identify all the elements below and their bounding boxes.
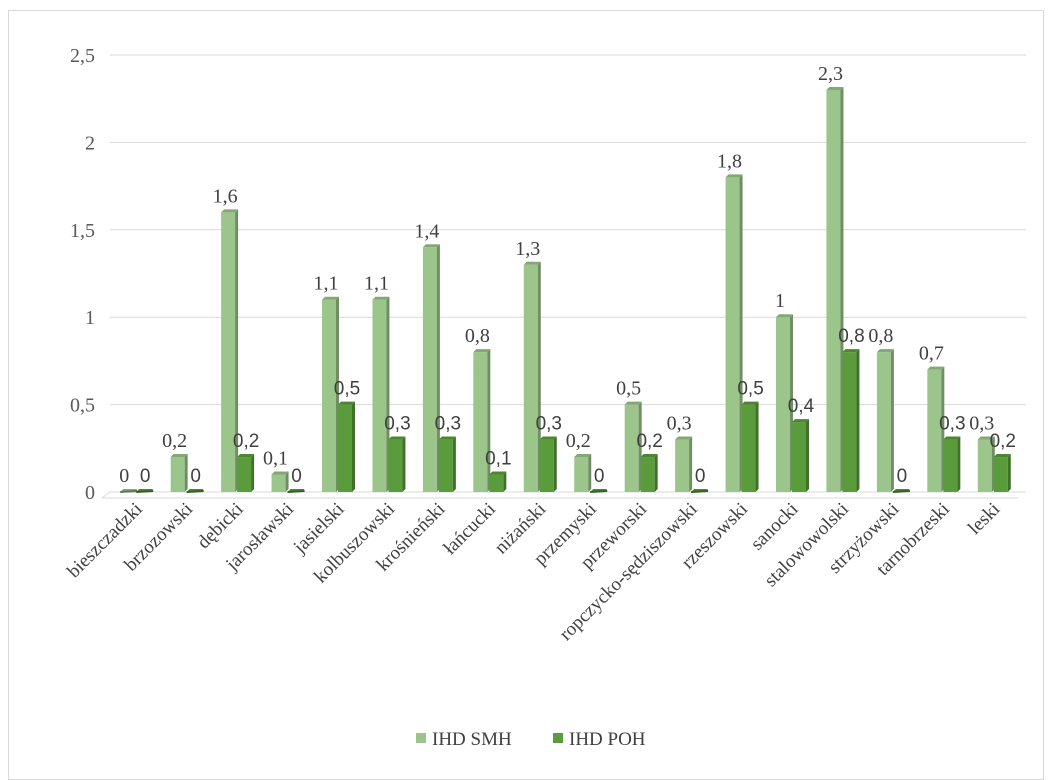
- bar-ihd-poh: [640, 454, 658, 492]
- data-label-ihd-poh: 0,3: [435, 414, 461, 435]
- data-label-ihd-poh: 0: [897, 466, 908, 487]
- data-label-ihd-smh: 1: [775, 290, 785, 312]
- data-label-ihd-poh: 0,8: [838, 326, 864, 347]
- legend-label: IHD POH: [569, 729, 646, 750]
- data-label-ihd-poh: 0,5: [737, 379, 763, 400]
- bar-ihd-poh: [539, 436, 557, 492]
- data-label-ihd-smh: 0,1: [263, 448, 288, 470]
- bar-ihd-poh: [792, 419, 809, 492]
- bar-ihd-poh: [993, 454, 1011, 492]
- data-label-ihd-poh: 0: [190, 466, 201, 487]
- data-label-ihd-poh: 0: [291, 466, 302, 487]
- data-label-ihd-smh: 0,2: [566, 430, 591, 452]
- y-tick-label: 0,5: [70, 395, 95, 417]
- floor-edge: [101, 491, 111, 499]
- bar-ihd-smh: [271, 471, 289, 492]
- legend: IHD SMH IHD POH: [416, 729, 646, 750]
- bar-ihd-poh: [842, 349, 860, 492]
- data-label-ihd-poh: 0,2: [636, 431, 662, 452]
- bar-ihd-smh: [422, 244, 440, 492]
- data-label-ihd-poh: 0: [594, 466, 605, 487]
- bar-ihd-smh: [473, 349, 491, 492]
- data-label-ihd-smh: 1,1: [364, 273, 389, 295]
- legend-item-ihd-poh: IHD POH: [553, 729, 646, 750]
- data-label-ihd-smh: 0,7: [919, 343, 944, 365]
- bar-ihd-smh: [523, 261, 541, 492]
- bar-ihd-poh: [892, 489, 910, 493]
- data-label-ihd-smh: 0,2: [162, 430, 187, 452]
- bar-ihd-poh: [943, 436, 961, 492]
- bar-ihd-smh: [120, 489, 138, 493]
- data-label-ihd-poh: 0,2: [233, 431, 259, 452]
- category-label: łańcucki: [440, 499, 500, 559]
- bar-ihd-poh: [489, 471, 507, 492]
- data-label-ihd-poh: 0,3: [939, 414, 965, 435]
- bar-ihd-poh: [590, 489, 608, 493]
- bar-ihd-poh: [237, 454, 255, 492]
- data-label-ihd-smh: 1,8: [717, 150, 742, 172]
- data-label-ihd-smh: 1,6: [213, 185, 238, 207]
- y-tick-label: 2,5: [70, 45, 95, 67]
- bar-ihd-smh: [675, 436, 693, 492]
- bar-ihd-poh: [186, 489, 204, 493]
- data-label-ihd-smh: 0,3: [969, 413, 994, 435]
- y-tick-label: 1,5: [70, 220, 95, 242]
- data-label-ihd-poh: 0,1: [485, 449, 511, 470]
- data-label-ihd-smh: 0: [119, 465, 129, 487]
- bar-ihd-smh: [876, 349, 894, 492]
- data-label-ihd-poh: 0,2: [990, 431, 1016, 452]
- bar-ihd-smh: [170, 454, 188, 492]
- data-label-ihd-poh: 0: [140, 466, 151, 487]
- y-tick-label: 0: [85, 482, 95, 504]
- legend-item-ihd-smh: IHD SMH: [416, 729, 512, 750]
- data-label-ihd-smh: 0,8: [868, 325, 893, 347]
- data-label-ihd-poh: 0,3: [384, 414, 410, 435]
- data-label-ihd-poh: 0,5: [334, 379, 360, 400]
- data-label-ihd-smh: 0,8: [465, 325, 490, 347]
- data-label-ihd-poh: 0: [695, 466, 706, 487]
- data-label-ihd-smh: 1,4: [414, 220, 439, 242]
- bar-ihd-poh: [338, 401, 355, 492]
- category-label: leski: [964, 499, 1004, 539]
- bar-ihd-smh: [372, 296, 390, 492]
- legend-swatch: [416, 733, 426, 743]
- bar-ihd-smh: [322, 296, 339, 492]
- data-label-ihd-smh: 1,3: [515, 238, 540, 260]
- bar-ihd-smh: [776, 314, 793, 492]
- data-label-ihd-smh: 0,3: [667, 413, 692, 435]
- bar-ihd-poh: [691, 489, 709, 493]
- bar-ihd-smh: [221, 209, 239, 492]
- data-label-ihd-poh: 0,3: [536, 414, 562, 435]
- bar-ihd-poh: [741, 401, 759, 492]
- legend-label: IHD SMH: [432, 729, 512, 750]
- bar-ihd-smh: [574, 454, 592, 492]
- bar-ihd-smh: [624, 401, 642, 492]
- bar-ihd-smh: [725, 174, 743, 493]
- bar-ihd-poh: [136, 489, 154, 493]
- bar-ihd-smh: [826, 86, 844, 493]
- y-tick-label: 1: [85, 307, 95, 329]
- gridlines: [110, 54, 1026, 493]
- bar-ihd-poh: [438, 436, 456, 492]
- data-label-ihd-smh: 1,1: [314, 273, 339, 295]
- data-label-ihd-poh: 0,4: [788, 396, 815, 417]
- legend-swatch: [553, 733, 563, 743]
- bar-ihd-poh: [388, 436, 406, 492]
- y-tick-label: 2: [85, 132, 95, 154]
- bar-ihd-poh: [287, 489, 305, 493]
- data-label-ihd-smh: 0,5: [616, 378, 641, 400]
- data-label-ihd-smh: 2,3: [818, 63, 843, 85]
